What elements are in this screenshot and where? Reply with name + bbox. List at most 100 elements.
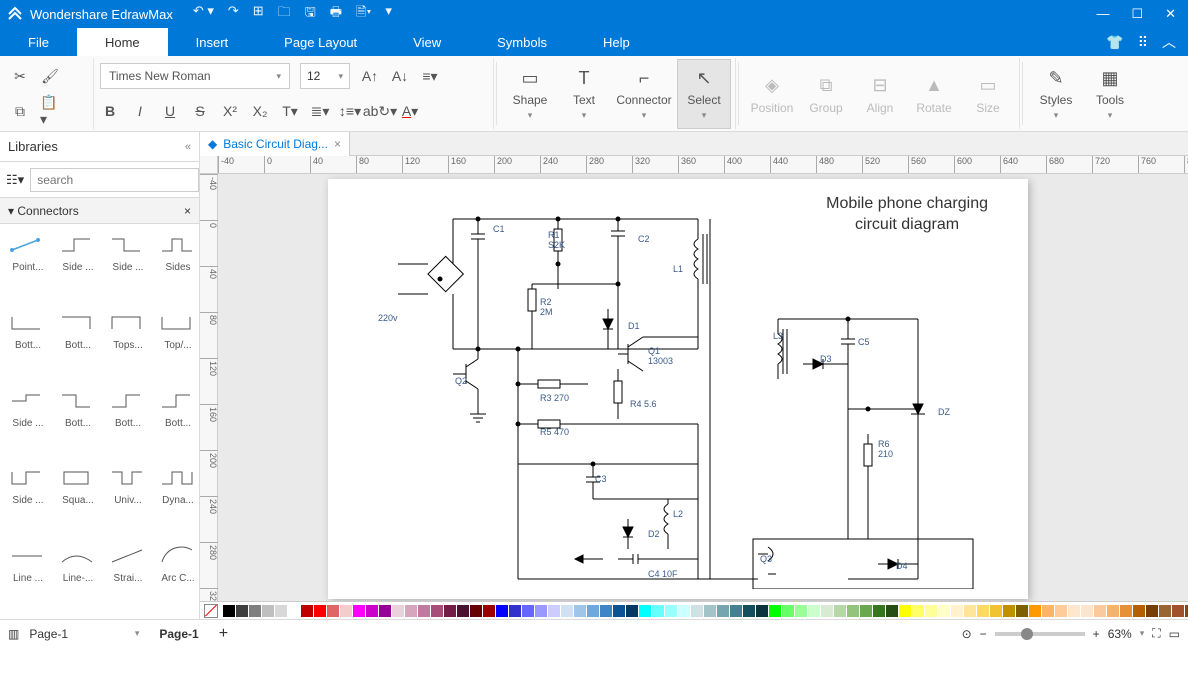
zoom-out-icon[interactable]: − xyxy=(980,627,987,641)
tab-home[interactable]: Home xyxy=(77,28,168,56)
tab-view[interactable]: View xyxy=(385,28,469,56)
redo-icon[interactable]: ↷ xyxy=(228,3,239,25)
color-swatch[interactable] xyxy=(327,605,339,617)
library-menu-icon[interactable]: ☷▾ xyxy=(6,169,24,191)
shape-item[interactable]: Univ... xyxy=(104,461,152,537)
fit-page-icon[interactable]: ⛶ xyxy=(1152,626,1160,641)
add-page-button[interactable]: + xyxy=(219,625,228,643)
select-button[interactable]: ↖Select▾ xyxy=(677,59,731,129)
close-icon[interactable]: ✕ xyxy=(1165,6,1176,22)
text-button[interactable]: TText▾ xyxy=(557,59,611,129)
collapse-ribbon-icon[interactable]: ︿ xyxy=(1162,32,1176,52)
color-swatch[interactable] xyxy=(275,605,287,617)
library-section-header[interactable]: ▾ Connectors × xyxy=(0,198,199,224)
no-fill-swatch[interactable] xyxy=(204,604,218,618)
color-swatch[interactable] xyxy=(665,605,677,617)
color-swatch[interactable] xyxy=(691,605,703,617)
group-button[interactable]: ⧉Group xyxy=(799,59,853,129)
cut-icon[interactable]: ✂ xyxy=(10,66,30,86)
color-swatch[interactable] xyxy=(782,605,794,617)
shape-item[interactable]: Squa... xyxy=(54,461,102,537)
color-swatch[interactable] xyxy=(301,605,313,617)
collapse-libraries-icon[interactable]: « xyxy=(185,141,191,153)
color-swatch[interactable] xyxy=(990,605,1002,617)
color-swatch[interactable] xyxy=(756,605,768,617)
color-swatch[interactable] xyxy=(236,605,248,617)
color-swatch[interactable] xyxy=(626,605,638,617)
zoom-slider[interactable] xyxy=(995,632,1085,636)
color-swatch[interactable] xyxy=(457,605,469,617)
shape-item[interactable]: Bott... xyxy=(54,306,102,382)
color-swatch[interactable] xyxy=(1068,605,1080,617)
zoom-level[interactable]: 63% xyxy=(1108,627,1132,641)
color-swatch[interactable] xyxy=(574,605,586,617)
color-swatch[interactable] xyxy=(925,605,937,617)
shape-item[interactable]: Top/... xyxy=(154,306,199,382)
color-swatch[interactable] xyxy=(795,605,807,617)
shirt-icon[interactable]: 👕 xyxy=(1106,34,1123,51)
color-swatch[interactable] xyxy=(652,605,664,617)
color-swatch[interactable] xyxy=(977,605,989,617)
color-swatch[interactable] xyxy=(704,605,716,617)
shape-item[interactable]: Tops... xyxy=(104,306,152,382)
paste-icon[interactable]: 📋▾ xyxy=(40,101,60,121)
page-tab[interactable]: Page-1 xyxy=(149,627,208,641)
page-select[interactable]: Page-1 ▾ xyxy=(29,627,139,641)
shape-item[interactable]: Arc C... xyxy=(154,539,199,615)
close-section-icon[interactable]: × xyxy=(184,204,191,218)
color-swatch[interactable] xyxy=(1146,605,1158,617)
color-swatch[interactable] xyxy=(860,605,872,617)
color-swatch[interactable] xyxy=(483,605,495,617)
subscript-icon[interactable]: X₂ xyxy=(250,101,270,121)
position-button[interactable]: ◈Position xyxy=(745,59,799,129)
color-swatch[interactable] xyxy=(431,605,443,617)
shrink-font-icon[interactable]: A↓ xyxy=(390,66,410,86)
color-swatch[interactable] xyxy=(886,605,898,617)
apps-icon[interactable]: ⠿ xyxy=(1138,34,1148,51)
shape-item[interactable]: Side ... xyxy=(4,384,52,460)
color-swatch[interactable] xyxy=(522,605,534,617)
color-swatch[interactable] xyxy=(899,605,911,617)
line-spacing-icon[interactable]: ↕≡▾ xyxy=(340,101,360,121)
color-swatch[interactable] xyxy=(535,605,547,617)
zoom-in-icon[interactable]: + xyxy=(1093,627,1100,641)
shape-item[interactable]: Bott... xyxy=(4,306,52,382)
shape-item[interactable]: Bott... xyxy=(54,384,102,460)
styles-button[interactable]: ✎Styles▾ xyxy=(1029,59,1083,129)
close-doc-icon[interactable]: × xyxy=(334,137,341,151)
color-swatch[interactable] xyxy=(1055,605,1067,617)
qat-more-icon[interactable]: ▾ xyxy=(385,3,392,25)
font-size-select[interactable]: 12▾ xyxy=(300,63,350,89)
color-swatch[interactable] xyxy=(561,605,573,617)
color-swatch[interactable] xyxy=(873,605,885,617)
color-swatch[interactable] xyxy=(912,605,924,617)
color-swatch[interactable] xyxy=(1172,605,1184,617)
shape-item[interactable]: Line ... xyxy=(4,539,52,615)
superscript-icon[interactable]: X² xyxy=(220,101,240,121)
case-icon[interactable]: T▾ xyxy=(280,101,300,121)
color-swatch[interactable] xyxy=(379,605,391,617)
color-swatch[interactable] xyxy=(834,605,846,617)
fit-width-icon[interactable]: ▭ xyxy=(1169,627,1180,641)
size-button[interactable]: ▭Size xyxy=(961,59,1015,129)
font-color-icon[interactable]: A▾ xyxy=(400,101,420,121)
bold-icon[interactable]: B xyxy=(100,101,120,121)
color-swatch[interactable] xyxy=(418,605,430,617)
tab-page-layout[interactable]: Page Layout xyxy=(256,28,385,56)
color-swatch[interactable] xyxy=(1042,605,1054,617)
color-swatch[interactable] xyxy=(1003,605,1015,617)
tab-help[interactable]: Help xyxy=(575,28,658,56)
maximize-icon[interactable]: ☐ xyxy=(1131,6,1143,22)
print-icon[interactable]: 🖶 xyxy=(330,3,342,25)
format-painter-icon[interactable]: 🖌 xyxy=(40,66,60,86)
presentation-icon[interactable]: ⊙ xyxy=(962,627,972,641)
font-family-select[interactable]: Times New Roman▾ xyxy=(100,63,290,89)
color-swatch[interactable] xyxy=(496,605,508,617)
shape-item[interactable]: Line-... xyxy=(54,539,102,615)
color-swatch[interactable] xyxy=(353,605,365,617)
document-tab[interactable]: ◆ Basic Circuit Diag... × xyxy=(200,132,350,156)
shape-button[interactable]: ▭Shape▾ xyxy=(503,59,557,129)
align-icon[interactable]: ≡▾ xyxy=(420,66,440,86)
shape-item[interactable]: Side ... xyxy=(4,461,52,537)
rotate-button[interactable]: ▲Rotate xyxy=(907,59,961,129)
